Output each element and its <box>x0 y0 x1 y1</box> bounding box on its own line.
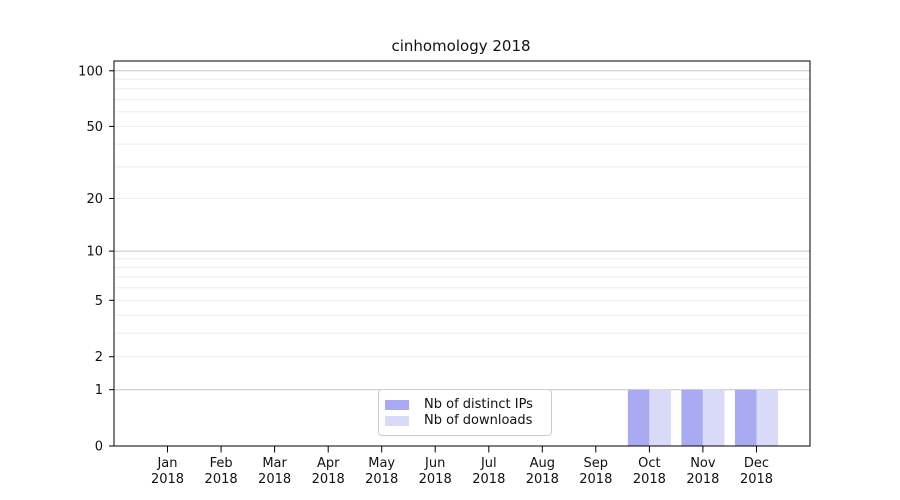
bar <box>627 389 650 446</box>
x-tick-year-label: 2018 <box>526 472 559 487</box>
legend-label-downloads: Nb of downloads <box>424 413 533 428</box>
x-tick-month-label: Jul <box>480 456 497 471</box>
chart-title: cinhomology 2018 <box>391 37 531 55</box>
y-tick-label: 10 <box>86 245 103 260</box>
x-tick-year-label: 2018 <box>740 472 773 487</box>
x-tick-year-label: 2018 <box>151 472 184 487</box>
x-tick-month-label: Aug <box>530 456 555 471</box>
plot-border <box>113 60 811 447</box>
minor-gridlines <box>114 78 810 358</box>
x-tick-year-label: 2018 <box>419 472 452 487</box>
x-tick-year-label: 2018 <box>312 472 345 487</box>
legend-item-distinct-ips: Nb of distinct IPs <box>385 398 540 411</box>
legend-item-downloads: Nb of downloads <box>385 414 540 427</box>
x-tick-year-label: 2018 <box>472 472 505 487</box>
legend-swatch-distinct-ips <box>385 399 409 410</box>
x-tick-month-label: Mar <box>262 456 287 471</box>
x-tick-year-label: 2018 <box>365 472 398 487</box>
y-tick-label: 0 <box>95 440 103 455</box>
tick-marks <box>109 70 757 453</box>
x-tick-month-label: Feb <box>210 456 233 471</box>
x-tick-month-label: Oct <box>638 456 660 471</box>
y-tick-label: 100 <box>78 64 103 79</box>
x-tick-year-label: 2018 <box>205 472 238 487</box>
x-tick-month-label: Jan <box>156 456 177 471</box>
bar <box>649 389 671 446</box>
legend: Nb of distinct IPs Nb of downloads <box>378 389 552 436</box>
y-tick-label: 50 <box>86 120 103 135</box>
y-tick-label: 2 <box>95 350 103 365</box>
x-tick-month-label: Nov <box>690 456 716 471</box>
x-tick-month-label: Dec <box>744 456 769 471</box>
x-tick-year-label: 2018 <box>686 472 719 487</box>
x-tick-month-label: Jun <box>424 456 445 471</box>
y-tick-label: 20 <box>86 192 103 207</box>
bar <box>735 389 757 446</box>
x-tick-month-label: Apr <box>317 456 340 471</box>
x-tick-month-label: May <box>368 456 395 471</box>
y-tick-labels: 0 1 2 5 10 20 50 100 <box>78 64 103 454</box>
bar <box>681 389 703 446</box>
legend-label-distinct-ips: Nb of distinct IPs <box>424 397 533 412</box>
bar <box>756 389 778 446</box>
legend-swatch-downloads <box>385 415 409 426</box>
x-tick-year-label: 2018 <box>258 472 291 487</box>
x-tick-labels: Jan2018Feb2018Mar2018Apr2018May2018Jun20… <box>151 456 773 487</box>
major-gridlines <box>114 70 810 391</box>
x-tick-year-label: 2018 <box>633 472 666 487</box>
bar <box>702 389 725 446</box>
x-tick-year-label: 2018 <box>579 472 612 487</box>
x-tick-month-label: Sep <box>584 456 609 471</box>
y-tick-label: 1 <box>95 383 103 398</box>
y-tick-label: 5 <box>95 294 103 309</box>
bars <box>627 389 778 446</box>
